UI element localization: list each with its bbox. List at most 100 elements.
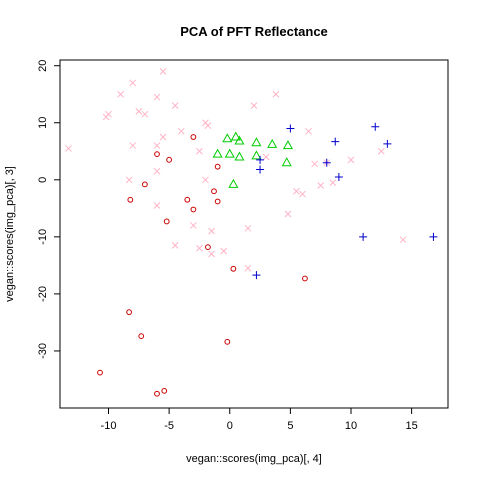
cross-point [130,143,136,149]
circle-point [155,391,160,396]
plus-point [371,123,379,131]
triangle-point [232,133,240,141]
x-tick-label: -5 [164,420,174,432]
x-tick-label: 5 [287,420,293,432]
cross-point [400,237,406,243]
circle-point [231,266,236,271]
triangle-point [213,150,221,158]
cross-point [130,80,136,86]
circle-point [164,219,169,224]
plus-point [335,173,343,181]
circle-point [139,334,144,339]
cross-point [378,148,384,154]
x-axis-label: vegan::scores(img_pca)[, 4] [186,453,322,465]
cross-point [293,188,299,194]
circle-point [225,339,230,344]
cross-point [330,180,336,186]
circle-point [215,199,220,204]
triangle-point [235,152,243,160]
y-tick-label: 10 [37,117,49,129]
cross-point [136,108,142,114]
cross-point [126,177,132,183]
triangle-point [223,134,231,142]
circle-point [303,276,308,281]
y-tick-label: -30 [37,343,49,359]
cross-point [306,128,312,134]
y-axis-label: vegan::scores(img_pca)[, 3] [4,166,16,302]
cross-point [160,68,166,74]
triangle-point [252,151,260,159]
cross-point [160,134,166,140]
circle-point [98,370,103,375]
cross-point [245,225,251,231]
circle-point [162,388,167,393]
triangle-point [226,150,234,158]
cross-point [209,251,215,257]
cross-point [312,161,318,167]
plus-point [359,233,367,241]
triangle-point [283,158,291,166]
y-tick-label: 0 [37,177,49,183]
cross-point [348,157,354,163]
x-tick-label: 10 [345,420,357,432]
circle-point [128,197,133,202]
cross-point [190,222,196,228]
triangle-point [284,141,292,149]
circle-point [215,164,220,169]
circle-point [167,157,172,162]
x-tick-label: 15 [406,420,418,432]
plus-point [429,233,437,241]
cross-point [221,248,227,254]
cross-point [154,143,160,149]
plus-point [256,156,264,164]
cross-point [209,228,215,234]
cross-point [142,111,148,117]
data-points [65,68,437,396]
cross-point [251,103,257,109]
chart-title: PCA of PFT Reflectance [180,24,328,39]
circle-point [191,207,196,212]
circle-point [185,197,190,202]
cross-point [172,242,178,248]
y-tick-label: -20 [37,286,49,302]
cross-point [196,148,202,154]
circle-point [127,310,132,315]
cross-point [245,265,251,271]
y-axis: -30 -20 -10 0 10 20 [37,60,60,359]
cross-point [203,177,209,183]
cross-point [154,168,160,174]
x-axis: -10 -5 0 5 10 15 [101,408,418,432]
cross-point [318,183,324,189]
plus-point [331,138,339,146]
circle-point [142,182,147,187]
plot-frame [60,60,448,408]
plus-point [383,140,391,148]
triangle-point [229,180,237,188]
circle-point [155,152,160,157]
cross-point [118,91,124,97]
cross-point [205,123,211,129]
cross-point [285,211,291,217]
cross-point [300,191,306,197]
x-tick-label: 0 [227,420,233,432]
circle-point [191,135,196,140]
cross-point [196,245,202,251]
x-tick-label: -10 [101,420,117,432]
circle-point [212,189,217,194]
plus-point [256,166,264,174]
cross-point [154,94,160,100]
triangle-point [252,138,260,146]
y-tick-label: 20 [37,60,49,72]
plus-point [252,271,260,279]
cross-point [273,91,279,97]
circle-point [206,245,211,250]
cross-point [154,202,160,208]
cross-point [172,103,178,109]
y-tick-label: -10 [37,229,49,245]
cross-point [103,114,109,120]
plus-point [286,124,294,132]
cross-point [65,145,71,151]
cross-point [263,154,269,160]
triangle-point [268,140,276,148]
